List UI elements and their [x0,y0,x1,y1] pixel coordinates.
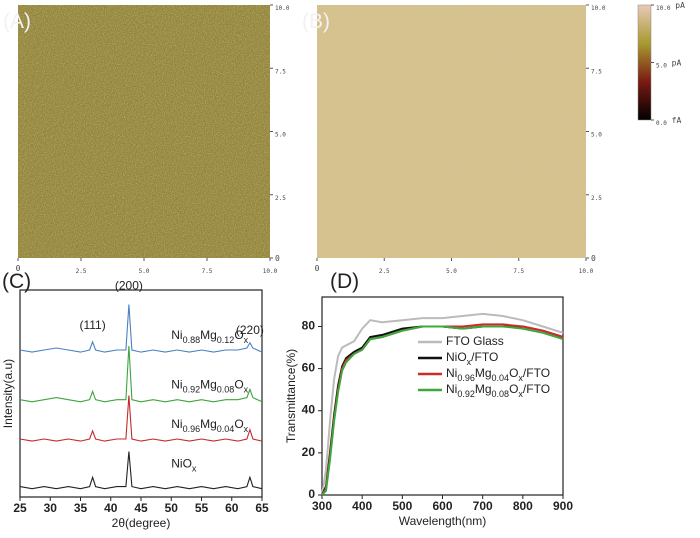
x-tick-label: 900 [553,499,573,513]
x-tick-label: 60 [225,501,239,515]
panel-label: (A) [3,10,31,33]
colorbar [637,4,652,121]
x-tick-label: 25 [13,501,27,515]
y-tick-label: 10.0 [275,5,290,12]
y-tick-label: 80 [302,319,316,333]
y-tick-label: 10.0 [591,5,606,12]
peak-label: (220) [236,323,264,337]
colorbar-label: 0.0 fA [656,116,681,128]
panel-label: (D) [330,270,359,293]
y-tick-label: 2.5 [591,195,602,202]
x-tick-label: 2.5 [76,268,87,275]
x-tick-label: 30 [44,501,58,515]
y-tick-label: 0 [591,254,596,263]
x-tick-label: 800 [513,499,533,513]
x-tick-label: 40 [104,501,118,515]
x-tick-label: 10.0 [579,268,594,275]
y-tick-label: 2.5 [275,195,286,202]
x-tick-label: 7.5 [202,268,213,275]
series-label: Ni0.96Mg0.04Ox [171,417,248,434]
series-line [19,451,263,490]
y-tick-label: 20 [302,445,316,459]
current-map-texture [317,5,586,258]
colorbar-label: 10.0 pA [656,1,685,13]
legend-label: NiOx/FTO [446,350,498,367]
y-tick-label: 7.5 [275,68,286,75]
x-tick-label: 50 [165,501,179,515]
x-tick-label: 400 [352,499,372,513]
x-tick-label: 5.0 [139,268,150,275]
y-tick-label: 5.0 [275,132,286,139]
y-tick-label: 0 [275,254,280,263]
series-line [19,345,263,403]
x-tick-label: 10.0 [263,268,278,275]
x-tick-label: 7.5 [513,268,524,275]
y-tick-label: 40 [302,403,316,417]
legend-label: Ni0.92Mg0.08Ox/FTO [446,382,550,399]
x-axis-label: 2θ(degree) [112,516,171,530]
y-axis-label: Transmittance(%) [284,349,298,443]
x-tick-label: 500 [392,499,412,513]
y-tick-label: 7.5 [591,68,602,75]
legend-label: FTO Glass [446,334,504,348]
series-label: Ni0.92Mg0.08Ox [171,378,248,395]
x-tick-label: 300 [312,499,332,513]
x-tick-label: 600 [432,499,452,513]
peak-label: (111) [79,318,105,332]
y-tick-label: 5.0 [591,132,602,139]
x-tick-label: 35 [74,501,88,515]
panel-label: (B) [302,10,330,33]
x-axis-label: Wavelength(nm) [399,514,487,528]
y-tick-label: 60 [302,361,316,375]
x-tick-label: 0 [315,264,320,273]
x-tick-label: 0 [16,264,21,273]
current-map-texture [18,5,270,258]
x-tick-label: 45 [134,501,148,515]
series-line [321,312,564,496]
panel-label: (C) [2,270,31,293]
series-line [321,325,564,496]
series-line [19,395,263,442]
x-tick-label: 5.0 [446,268,457,275]
x-tick-label: 700 [473,499,493,513]
series-label: Ni0.88Mg0.12Ox [171,328,248,345]
peak-label: (200) [115,279,143,293]
y-tick-label: 0 [308,487,315,501]
y-axis-label: Intensity(a.u) [1,359,15,428]
x-tick-label: 65 [255,501,269,515]
legend-label: Ni0.96Mg0.04Ox/FTO [446,366,550,383]
colorbar-label: 5.0 pA [656,58,681,70]
series-line [19,304,263,353]
x-tick-label: 2.5 [379,268,390,275]
series-label: NiOx [171,457,197,474]
x-tick-label: 55 [195,501,209,515]
